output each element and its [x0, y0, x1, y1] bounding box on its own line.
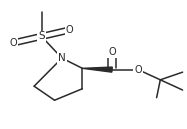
Text: N: N	[58, 53, 66, 63]
Text: O: O	[10, 38, 18, 48]
Text: S: S	[38, 31, 45, 41]
Text: O: O	[108, 47, 116, 57]
Text: O: O	[134, 65, 142, 75]
Polygon shape	[82, 67, 112, 72]
Text: O: O	[66, 25, 73, 35]
